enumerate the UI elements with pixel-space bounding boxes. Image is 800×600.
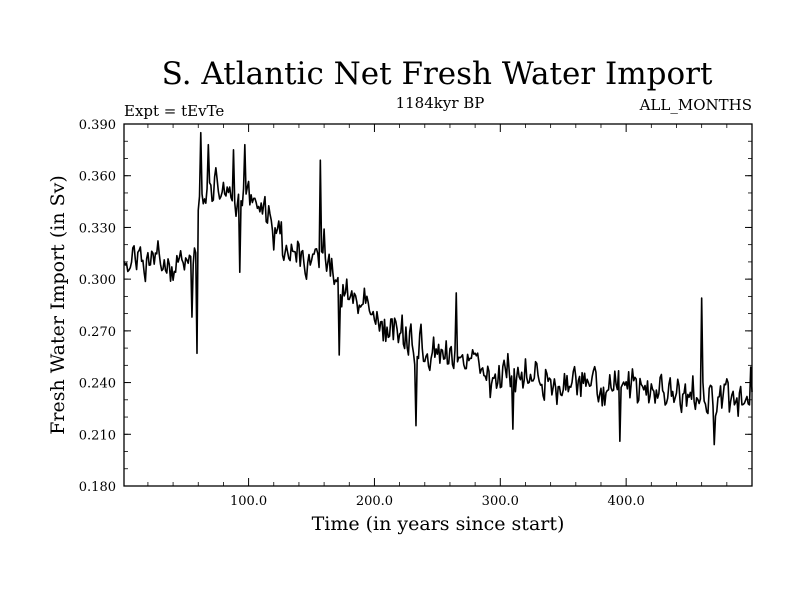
experiment-label: Expt = tEvTe <box>124 102 224 120</box>
y-axis-label: Fresh Water Import (in Sv) <box>47 175 69 435</box>
x-tick-label: 100.0 <box>230 494 267 509</box>
y-tick-label: 0.270 <box>79 325 116 340</box>
x-axis-label: Time (in years since start) <box>312 513 565 535</box>
y-tick-label: 0.300 <box>79 273 116 288</box>
y-tick-label: 0.240 <box>79 377 116 392</box>
x-tick-label: 200.0 <box>356 494 393 509</box>
y-tick-label: 0.180 <box>79 480 116 495</box>
y-tick-label: 0.360 <box>79 170 116 185</box>
y-tick-label: 0.330 <box>79 221 116 236</box>
y-tick-label: 0.210 <box>79 428 116 443</box>
chart-title: S. Atlantic Net Fresh Water Import <box>162 56 713 92</box>
y-tick-label: 0.390 <box>79 118 116 133</box>
plot-area: 0.180 0.210 0.240 0.270 0.300 0.330 0.360 0.390… <box>79 118 753 509</box>
plot-frame <box>123 123 753 487</box>
period-label: 1184kyr BP <box>396 94 485 112</box>
x-tick-label: 300.0 <box>482 494 519 509</box>
series-line <box>123 131 753 446</box>
months-label: ALL_MONTHS <box>639 96 752 114</box>
x-tick-label: 400.0 <box>608 494 645 509</box>
